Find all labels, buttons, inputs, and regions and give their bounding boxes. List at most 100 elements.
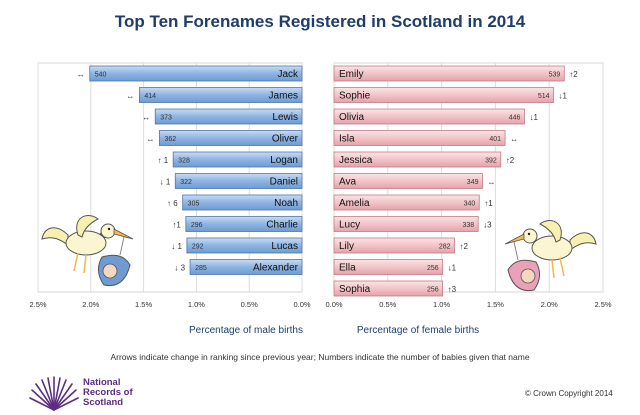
male-name-label: Jack bbox=[277, 69, 299, 80]
male-rank-change: ↑ 6 bbox=[167, 199, 178, 208]
female-name-label: Lily bbox=[339, 241, 354, 252]
male-count-label: 322 bbox=[180, 179, 192, 186]
female-name-label: Jessica bbox=[339, 155, 373, 166]
male-name-label: Alexander bbox=[253, 263, 299, 274]
male-x-tick-label: 0.0% bbox=[293, 300, 310, 309]
female-x-tick-label: 1.5% bbox=[487, 300, 504, 309]
male-count-label: 296 bbox=[191, 222, 203, 229]
copyright-text: © Crown Copyright 2014 bbox=[525, 389, 613, 398]
female-rank-change: ↔ bbox=[510, 135, 518, 144]
female-rank-change: ↑2 bbox=[460, 242, 469, 251]
nrs-fan-logo-icon bbox=[29, 376, 79, 411]
male-name-label: Noah bbox=[274, 198, 298, 209]
male-rank-change: ↑1 bbox=[172, 221, 181, 230]
male-rank-change: ↔ bbox=[77, 70, 85, 79]
female-bar bbox=[333, 151, 502, 168]
male-count-label: 328 bbox=[178, 158, 190, 165]
male-name-label: Lewis bbox=[272, 112, 298, 123]
male-bar bbox=[172, 151, 303, 168]
female-count-label: 338 bbox=[462, 222, 474, 229]
male-bar bbox=[154, 108, 303, 125]
male-x-axis-title: Percentage of male births bbox=[189, 325, 303, 336]
female-count-label: 539 bbox=[549, 72, 561, 79]
male-bar bbox=[185, 216, 303, 232]
male-count-label: 362 bbox=[164, 136, 176, 143]
female-name-label: Olivia bbox=[339, 112, 364, 123]
female-rank-change: ↓3 bbox=[483, 221, 492, 230]
male-bar bbox=[174, 173, 303, 189]
female-count-label: 282 bbox=[439, 244, 451, 251]
female-bar bbox=[333, 65, 565, 82]
female-x-tick-label: 0.5% bbox=[379, 300, 396, 309]
male-name-label: Charlie bbox=[266, 220, 298, 231]
male-rank-change: ↓ 3 bbox=[174, 264, 185, 273]
female-name-label: Amelia bbox=[339, 198, 370, 209]
male-bar bbox=[89, 65, 303, 82]
female-bar bbox=[333, 87, 554, 103]
male-name-label: Oliver bbox=[272, 134, 299, 145]
male-count-label: 414 bbox=[144, 93, 156, 100]
male-count-label: 373 bbox=[160, 115, 172, 122]
female-name-label: Lucy bbox=[339, 220, 360, 231]
female-name-label: Sophia bbox=[339, 284, 371, 295]
male-name-label: Daniel bbox=[270, 177, 298, 188]
male-rank-change: ↔ bbox=[126, 92, 134, 101]
female-rank-change: ↓1 bbox=[448, 264, 457, 273]
female-count-label: 392 bbox=[485, 158, 497, 165]
male-rank-change: ↓ 1 bbox=[160, 178, 171, 187]
female-rank-change: ↑3 bbox=[448, 285, 457, 294]
male-x-tick-label: 1.0% bbox=[188, 300, 205, 309]
male-x-tick-label: 2.5% bbox=[29, 300, 46, 309]
male-rank-change: ↓ 1 bbox=[171, 242, 182, 251]
male-rank-change: ↔ bbox=[142, 113, 150, 122]
male-count-label: 292 bbox=[192, 244, 204, 251]
female-name-label: Ella bbox=[339, 263, 356, 274]
logo-line-1: National bbox=[83, 377, 121, 388]
male-count-label: 285 bbox=[195, 265, 207, 272]
female-rank-change: ↑1 bbox=[484, 199, 493, 208]
female-count-label: 446 bbox=[509, 115, 521, 122]
male-name-label: Lucas bbox=[271, 241, 298, 252]
female-bar bbox=[333, 280, 444, 297]
logo-line-3: Scotland bbox=[83, 397, 124, 408]
female-count-label: 514 bbox=[538, 93, 550, 100]
female-x-tick-label: 1.0% bbox=[433, 300, 450, 309]
female-count-label: 340 bbox=[464, 201, 476, 208]
female-x-tick-label: 2.5% bbox=[594, 300, 611, 309]
female-bar bbox=[333, 108, 525, 125]
male-count-label: 540 bbox=[95, 72, 107, 79]
female-rank-change: ↑2 bbox=[569, 70, 578, 79]
female-bar bbox=[333, 194, 480, 211]
female-count-label: 256 bbox=[427, 265, 439, 272]
female-rank-change: ↔ bbox=[487, 178, 495, 187]
male-name-label: James bbox=[269, 91, 298, 102]
female-rank-change: ↓1 bbox=[529, 113, 538, 122]
female-name-label: Isla bbox=[339, 134, 355, 145]
female-bar bbox=[333, 259, 444, 275]
female-x-axis-title: Percentage of female births bbox=[357, 325, 479, 336]
male-x-tick-label: 0.5% bbox=[241, 300, 258, 309]
male-bar bbox=[138, 87, 303, 103]
female-rank-change: ↓1 bbox=[559, 92, 568, 101]
female-name-label: Emily bbox=[339, 69, 363, 80]
chart-footnote: Arrows indicate change in ranking since … bbox=[110, 352, 530, 362]
chart-title: Top Ten Forenames Registered in Scotland… bbox=[114, 12, 526, 31]
male-rank-change: ↑ 1 bbox=[157, 156, 168, 165]
female-rank-change: ↑2 bbox=[506, 156, 515, 165]
male-bar bbox=[159, 130, 303, 146]
female-count-label: 401 bbox=[489, 136, 501, 143]
nrs-logo-text: National Records of Scotland bbox=[83, 378, 163, 408]
male-bar bbox=[182, 194, 303, 211]
stork-carrying-baby-boy-icon bbox=[41, 215, 134, 287]
female-name-label: Ava bbox=[339, 177, 356, 188]
logo-line-2: Records of bbox=[83, 387, 133, 398]
female-count-label: 349 bbox=[467, 179, 479, 186]
male-bar bbox=[186, 237, 303, 254]
female-bar bbox=[333, 173, 483, 189]
stork-carrying-baby-girl-icon bbox=[504, 220, 597, 292]
female-name-label: Sophie bbox=[339, 91, 371, 102]
female-bar bbox=[333, 216, 479, 232]
male-count-label: 305 bbox=[188, 201, 200, 208]
male-x-tick-label: 2.0% bbox=[82, 300, 99, 309]
